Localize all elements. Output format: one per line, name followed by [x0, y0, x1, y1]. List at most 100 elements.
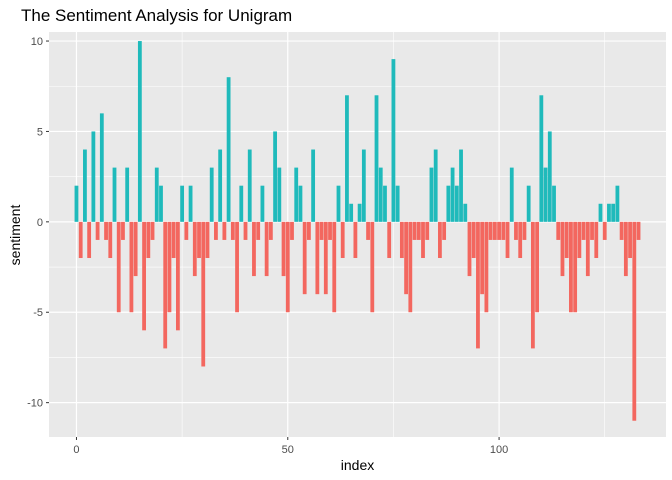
bar: [438, 221, 442, 259]
bar: [112, 167, 117, 222]
bar: [323, 221, 328, 295]
x-axis-label: index: [341, 457, 374, 473]
bar: [91, 131, 96, 222]
bar: [243, 221, 248, 240]
bar: [585, 221, 590, 277]
y-axis-label: sentiment: [7, 205, 23, 266]
bar: [315, 221, 320, 295]
bar: [192, 221, 197, 277]
bar: [374, 95, 379, 222]
bar: [222, 221, 227, 240]
bar: [594, 221, 599, 259]
bar: [611, 203, 616, 222]
bar: [125, 167, 130, 222]
bar: [383, 185, 387, 222]
bar: [150, 221, 155, 240]
bar: [535, 221, 540, 313]
y-tick-label: 10: [31, 36, 43, 48]
bar: [167, 221, 172, 313]
bar: [446, 185, 451, 222]
bar: [484, 221, 489, 313]
bar: [429, 167, 434, 222]
bar: [268, 221, 273, 240]
bar: [399, 221, 404, 259]
bar: [226, 77, 231, 222]
bar: [247, 149, 252, 222]
bars: [74, 41, 641, 421]
bar: [163, 221, 168, 349]
bar: [421, 221, 425, 259]
bar: [328, 221, 332, 240]
bar: [361, 149, 366, 222]
y-tick-label: -10: [27, 398, 43, 410]
bar: [615, 185, 620, 222]
bar: [95, 221, 100, 240]
bar: [442, 221, 447, 240]
bar: [518, 221, 523, 259]
bar: [628, 221, 632, 259]
bar: [530, 221, 535, 349]
bar: [319, 221, 324, 240]
bar: [171, 221, 176, 259]
bar: [539, 95, 544, 222]
bar: [543, 167, 548, 222]
bar: [505, 221, 510, 259]
bar: [129, 221, 134, 313]
x-tick-label: 0: [73, 444, 79, 456]
bar: [395, 185, 400, 222]
bar: [104, 221, 108, 240]
bar: [298, 185, 303, 222]
bar: [412, 221, 417, 240]
bar: [306, 221, 311, 240]
bar: [256, 221, 261, 240]
bar: [281, 221, 286, 277]
bar: [547, 131, 552, 222]
bar: [264, 221, 269, 277]
bar: [273, 131, 277, 222]
bar: [581, 221, 586, 240]
bar: [201, 221, 206, 367]
bar: [235, 221, 239, 313]
bar: [290, 221, 294, 240]
bar: [454, 185, 459, 222]
bar: [146, 221, 151, 259]
bar: [425, 221, 430, 240]
bar: [205, 221, 210, 259]
y-tick-label: -5: [33, 307, 43, 319]
bar: [252, 221, 256, 277]
x-tick-label: 50: [282, 444, 294, 456]
bar: [285, 221, 290, 313]
bar: [564, 221, 569, 259]
bar: [573, 221, 578, 313]
minor-gridlines: [49, 32, 666, 437]
bar: [433, 149, 438, 222]
bar: [159, 185, 163, 222]
bar: [459, 149, 463, 222]
bar: [311, 149, 316, 222]
bar: [184, 221, 189, 240]
bar: [387, 221, 392, 259]
bar: [142, 221, 146, 331]
bar: [78, 221, 83, 259]
bar: [509, 167, 514, 222]
bar: [218, 149, 223, 222]
bar: [463, 203, 468, 222]
bar: [467, 221, 472, 277]
bar: [619, 221, 624, 240]
chart-title: The Sentiment Analysis for Unigram: [21, 6, 292, 25]
bar: [108, 221, 113, 259]
bar: [154, 167, 159, 222]
bar: [416, 221, 421, 240]
bar: [450, 167, 455, 222]
y-tick-label: 0: [37, 217, 43, 229]
bar: [636, 221, 641, 240]
bar: [476, 221, 480, 349]
bar: [357, 203, 362, 222]
bar: [602, 221, 607, 240]
bar: [83, 149, 87, 222]
bar: [121, 221, 125, 240]
bar: [332, 221, 337, 313]
bar: [137, 41, 142, 222]
bar: [556, 221, 561, 240]
bar: [404, 221, 409, 295]
